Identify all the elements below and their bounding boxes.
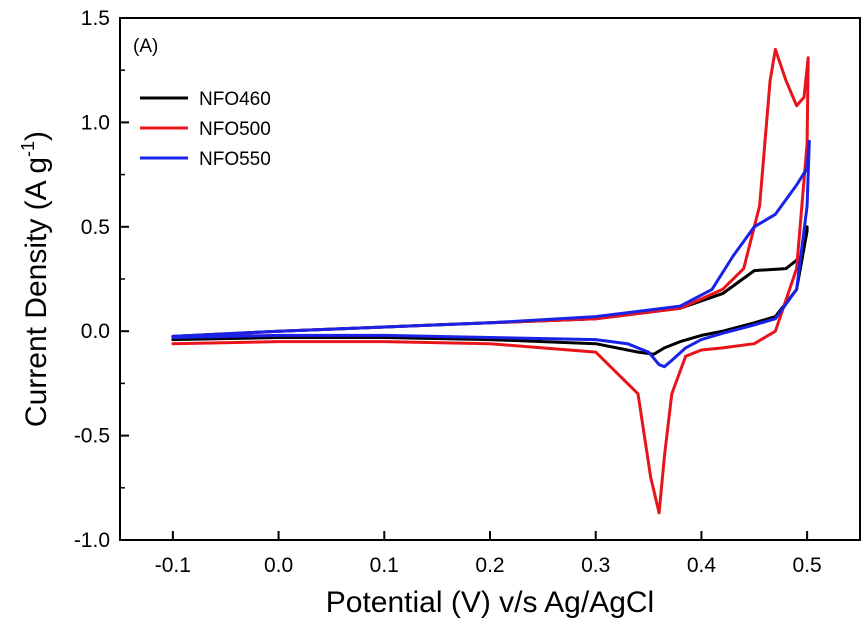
y-axis-title-main: Current Density (A g [20, 157, 53, 427]
x-tick-label: 0.4 [687, 554, 717, 577]
legend-label-nfo500: NFO500 [199, 119, 271, 140]
series-line-nfo550 [171, 139, 811, 369]
y-tick-label: 0.5 [81, 216, 110, 239]
legend-label-nfo550: NFO550 [199, 149, 271, 170]
legend-label-nfo460: NFO460 [199, 89, 271, 110]
x-tick-label: -0.1 [155, 554, 191, 577]
y-axis-title-sup: -1 [18, 141, 38, 157]
legend: NFO460 NFO500 NFO550 [140, 89, 271, 170]
series-line-nfo500 [171, 47, 810, 515]
x-tick-label: 0.0 [264, 554, 293, 577]
y-tick-label: -1.0 [74, 529, 110, 552]
x-tick-label: 0.2 [475, 554, 504, 577]
tick-labels: -0.1 0.0 0.1 0.2 0.3 0.4 0.5 -1.0 -0.5 0.0 0.5 1.0 1… [74, 7, 822, 577]
y-tick-label: 0.0 [81, 320, 110, 343]
x-tick-label: 0.3 [581, 554, 610, 577]
y-axis-title-end: ) [20, 131, 53, 141]
panel-label: (A) [133, 36, 158, 57]
axis-ticks [120, 17, 809, 541]
y-tick-label: 1.0 [81, 111, 110, 134]
x-tick-label: 0.1 [370, 554, 399, 577]
y-axis-title: Current Density (A g-1) [18, 131, 53, 427]
y-tick-label: 1.5 [81, 7, 110, 30]
series-layer [171, 47, 811, 515]
x-tick-label: 0.5 [793, 554, 822, 577]
x-axis-title: Potential (V) v/s Ag/AgCl [326, 586, 654, 619]
y-tick-label: -0.5 [74, 425, 110, 448]
